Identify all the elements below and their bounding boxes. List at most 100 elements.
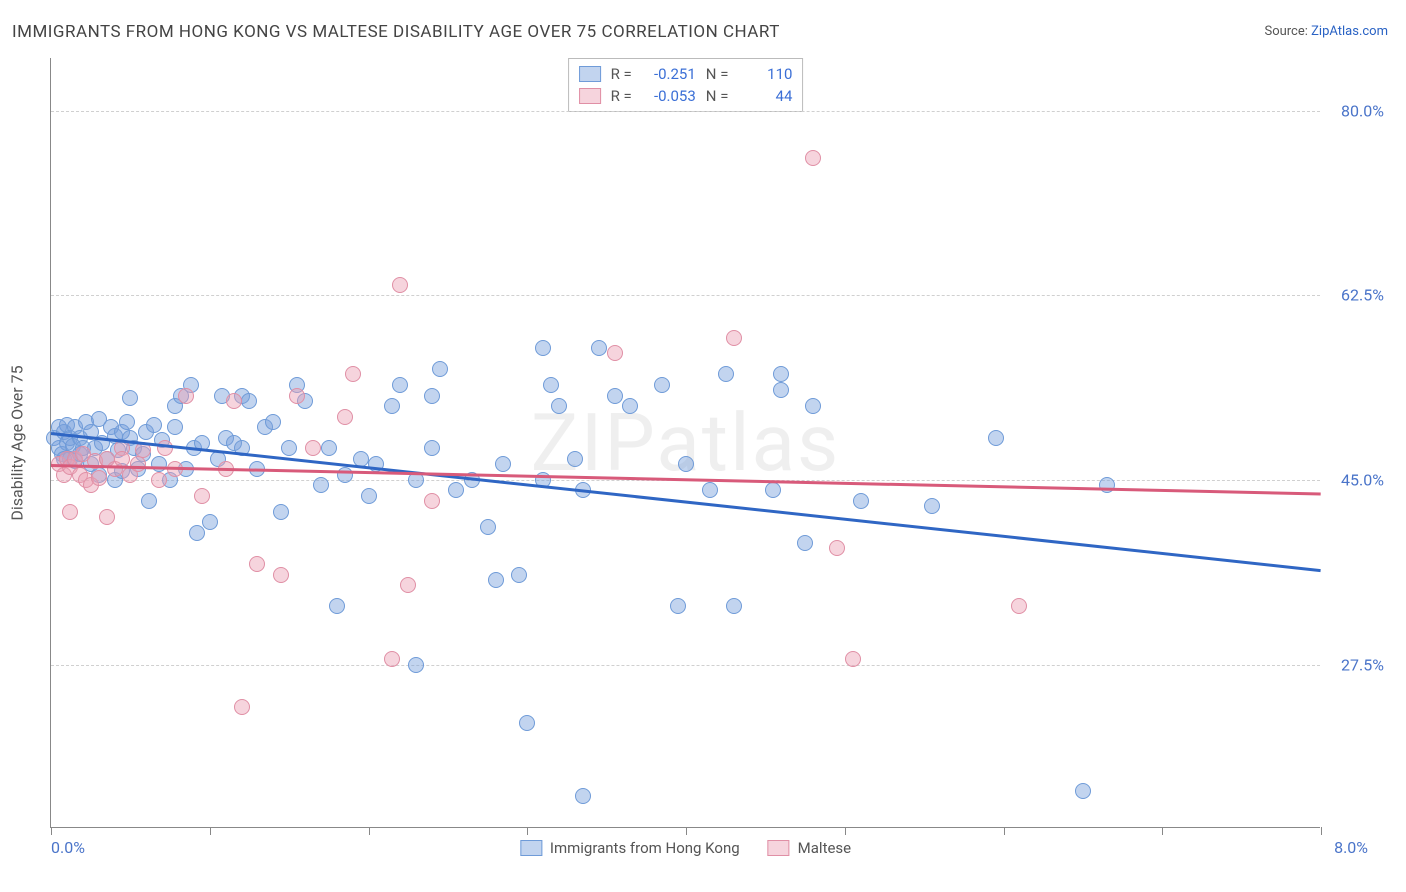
x-tick: [1162, 827, 1163, 835]
series-legend: Immigrants from Hong Kong Maltese: [520, 839, 851, 857]
data-point: [924, 498, 940, 514]
data-point: [1099, 477, 1115, 493]
x-min-label: 0.0%: [51, 838, 85, 857]
x-tick: [527, 827, 528, 835]
data-point: [392, 277, 408, 293]
data-point: [345, 366, 361, 382]
legend-item: Immigrants from Hong Kong: [520, 839, 740, 857]
data-point: [141, 493, 157, 509]
data-point: [551, 398, 567, 414]
data-point: [146, 417, 162, 433]
gridline: [51, 111, 1320, 112]
source-link[interactable]: ZipAtlas.com: [1311, 24, 1388, 39]
x-max-label: 8.0%: [1334, 838, 1368, 857]
x-tick: [210, 827, 211, 835]
data-point: [678, 456, 694, 472]
r-label: R =: [611, 65, 632, 83]
data-point: [313, 477, 329, 493]
data-point: [281, 440, 297, 456]
r-value: -0.053: [642, 87, 696, 105]
data-point: [62, 504, 78, 520]
data-point: [488, 572, 504, 588]
series-swatch: [520, 840, 542, 856]
y-axis-title: Disability Age Over 75: [8, 365, 27, 520]
source-prefix: Source:: [1264, 24, 1311, 39]
data-point: [432, 361, 448, 377]
data-point: [337, 409, 353, 425]
data-point: [591, 340, 607, 356]
data-point: [988, 430, 1004, 446]
data-point: [329, 598, 345, 614]
data-point: [273, 567, 289, 583]
data-point: [305, 440, 321, 456]
chart-title: IMMIGRANTS FROM HONG KONG VS MALTESE DIS…: [12, 22, 780, 42]
data-point: [265, 414, 281, 430]
data-point: [607, 345, 623, 361]
source-attribution: Source: ZipAtlas.com: [1264, 24, 1388, 39]
data-point: [829, 540, 845, 556]
x-tick: [686, 827, 687, 835]
data-point: [805, 398, 821, 414]
data-point: [289, 388, 305, 404]
y-tick-label: 27.5%: [1341, 655, 1384, 674]
data-point: [194, 488, 210, 504]
series-swatch: [579, 66, 601, 82]
gridline: [51, 665, 1320, 666]
data-point: [337, 467, 353, 483]
x-tick: [845, 827, 846, 835]
data-point: [1011, 598, 1027, 614]
data-point: [575, 788, 591, 804]
series-name: Maltese: [798, 839, 851, 857]
n-value: 110: [738, 65, 792, 83]
data-point: [273, 504, 289, 520]
x-tick: [369, 827, 370, 835]
data-point: [702, 482, 718, 498]
data-point: [424, 493, 440, 509]
n-label: N =: [706, 65, 729, 83]
data-point: [519, 715, 535, 731]
data-point: [726, 330, 742, 346]
data-point: [773, 382, 789, 398]
data-point: [622, 398, 638, 414]
y-tick-label: 62.5%: [1341, 286, 1384, 305]
data-point: [119, 414, 135, 430]
series-name: Immigrants from Hong Kong: [550, 839, 740, 857]
stats-row: R = -0.251 N = 110: [579, 63, 793, 85]
data-point: [249, 556, 265, 572]
data-point: [424, 440, 440, 456]
trend-line: [51, 432, 1321, 572]
data-point: [543, 377, 559, 393]
data-point: [99, 509, 115, 525]
data-point: [726, 598, 742, 614]
y-tick-label: 80.0%: [1341, 101, 1384, 120]
data-point: [226, 393, 242, 409]
data-point: [167, 419, 183, 435]
correlation-chart: IMMIGRANTS FROM HONG KONG VS MALTESE DIS…: [0, 0, 1406, 892]
correlation-stats-box: R = -0.251 N = 110R = -0.053 N = 44: [568, 58, 804, 112]
data-point: [384, 398, 400, 414]
data-point: [448, 482, 464, 498]
n-value: 44: [738, 87, 792, 105]
plot-area: ZIPatlas Disability Age Over 75 R =-0.25…: [50, 58, 1320, 828]
data-point: [234, 699, 250, 715]
data-point: [384, 651, 400, 667]
x-tick: [51, 827, 52, 835]
series-swatch: [579, 88, 601, 104]
data-point: [241, 393, 257, 409]
n-label: N =: [706, 87, 729, 105]
data-point: [1075, 783, 1091, 799]
data-point: [130, 456, 146, 472]
data-point: [178, 388, 194, 404]
data-point: [535, 340, 551, 356]
data-point: [91, 470, 107, 486]
data-point: [495, 456, 511, 472]
data-point: [424, 388, 440, 404]
data-point: [607, 388, 623, 404]
data-point: [654, 377, 670, 393]
stats-row: R =-0.053N =44: [579, 85, 793, 107]
data-point: [765, 482, 781, 498]
y-tick-label: 45.0%: [1341, 470, 1384, 489]
r-value: -0.251: [642, 65, 696, 83]
legend-item: Maltese: [768, 839, 851, 857]
data-point: [567, 451, 583, 467]
